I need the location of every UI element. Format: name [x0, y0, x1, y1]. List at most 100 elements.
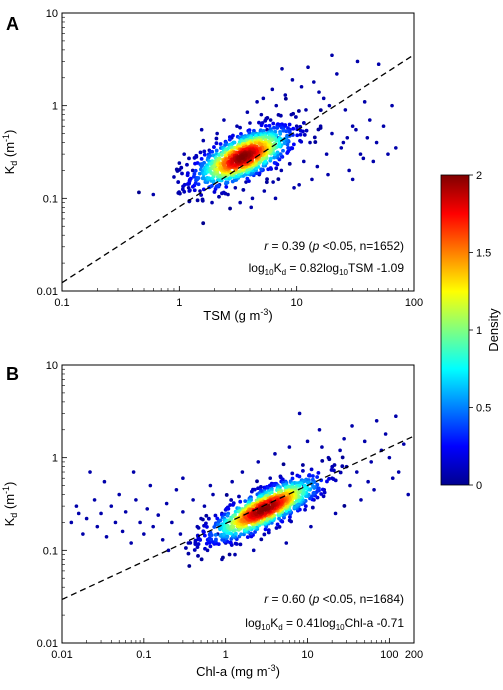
density-point: [290, 485, 295, 490]
density-point: [300, 468, 305, 473]
density-point: [261, 507, 266, 512]
scatter-point: [222, 118, 226, 122]
equation-b: log10Kd = 0.41log10Chl-a -0.71: [245, 616, 404, 632]
density-point: [214, 537, 218, 542]
density-point: [187, 156, 191, 161]
scatter-point: [201, 138, 206, 143]
density-point: [263, 159, 268, 164]
density-point: [281, 128, 286, 133]
density-point: [182, 182, 187, 187]
density-point: [217, 178, 221, 183]
density-point: [209, 537, 214, 542]
density-point: [330, 464, 335, 469]
density-point: [298, 138, 302, 143]
density-point: [238, 499, 243, 504]
scatter-point: [138, 520, 142, 525]
colorbar-ticks: 2 1.5 1 0.5 0: [469, 170, 491, 492]
density-point: [206, 516, 211, 521]
density-point: [259, 123, 264, 128]
scatter-point: [354, 470, 359, 474]
colorbar-tick-label: 1.5: [476, 248, 491, 260]
density-point: [224, 185, 229, 189]
density-point: [214, 136, 219, 141]
density-point: [249, 531, 253, 536]
density-point: [272, 483, 277, 488]
scatter-point: [365, 136, 370, 140]
density-point: [188, 176, 193, 181]
density-point: [218, 142, 223, 146]
equation-a: log10Kd = 0.82log10TSM -1.09: [249, 261, 405, 277]
density-point: [212, 190, 217, 194]
y-tick-label: 1: [52, 453, 58, 465]
scatter-point: [301, 159, 306, 164]
density-point: [180, 171, 184, 176]
density-point: [298, 128, 303, 133]
density-point: [210, 149, 215, 154]
scatter-point: [273, 196, 278, 201]
density-point: [331, 477, 336, 481]
density-point: [282, 512, 287, 517]
panel-b: B 0.01 0.1 1 10 100 200 0.01 0.1 1 10 Kd (m-1) Ch…: [1, 360, 423, 679]
scatter-point: [81, 532, 85, 536]
density-point: [192, 188, 197, 193]
density-point: [239, 532, 244, 537]
y-tick-label: 0.01: [37, 286, 58, 298]
x-tick-label: 0.01: [51, 649, 72, 661]
panel-label-b: B: [6, 364, 19, 384]
density-point: [196, 542, 201, 546]
density-point: [213, 513, 218, 518]
x-tick-label: 1: [176, 297, 182, 309]
scatter-point: [202, 504, 207, 508]
scatter-point: [261, 96, 266, 101]
scatter-point: [123, 510, 128, 514]
density-point: [198, 538, 203, 542]
density-point: [199, 557, 204, 562]
scatter-point: [273, 452, 277, 456]
x-tick-label: 0.1: [54, 297, 69, 309]
scatter-point: [233, 185, 238, 190]
density-point: [287, 122, 292, 127]
scatter-point: [347, 168, 351, 173]
stats-b: r = 0.60 (p <0.05, n=1684): [264, 592, 404, 606]
density-point: [298, 132, 303, 137]
density-point: [329, 468, 334, 472]
density-point: [312, 135, 317, 140]
density-point: [264, 180, 269, 185]
scatter-point: [250, 196, 255, 201]
density-point: [245, 516, 250, 521]
density-point: [300, 463, 305, 467]
density-point: [223, 143, 227, 147]
scatter-point: [270, 87, 275, 92]
density-point: [272, 125, 276, 130]
scatter-point: [335, 72, 339, 76]
density-point: [258, 142, 262, 147]
density-point: [225, 539, 230, 544]
scatter-point: [255, 100, 259, 104]
x-tick-label: 10: [291, 297, 303, 309]
density-point: [327, 476, 331, 481]
x-tick-label: 100: [380, 649, 398, 661]
scatter-point: [320, 445, 324, 449]
density-point: [243, 153, 248, 158]
scatter-point: [88, 470, 92, 474]
density-point: [265, 485, 270, 490]
scatter-point: [362, 439, 367, 444]
density-point: [306, 480, 310, 485]
density-point: [224, 493, 229, 497]
y-tick-label: 0.01: [37, 638, 58, 650]
y-tick-label: 10: [46, 360, 58, 372]
density-point: [238, 542, 243, 547]
colorbar-scale: [440, 174, 470, 486]
scatter-point: [104, 534, 109, 539]
density-point: [201, 221, 206, 226]
density-point: [297, 474, 302, 479]
density-point: [192, 156, 197, 160]
density-point: [275, 150, 280, 155]
density-point: [196, 176, 201, 180]
scatter-point: [256, 460, 261, 464]
density-point: [302, 133, 307, 137]
scatter-point: [327, 103, 332, 108]
density-point: [199, 156, 204, 161]
density-point: [243, 499, 248, 504]
scatter-point: [251, 548, 256, 553]
